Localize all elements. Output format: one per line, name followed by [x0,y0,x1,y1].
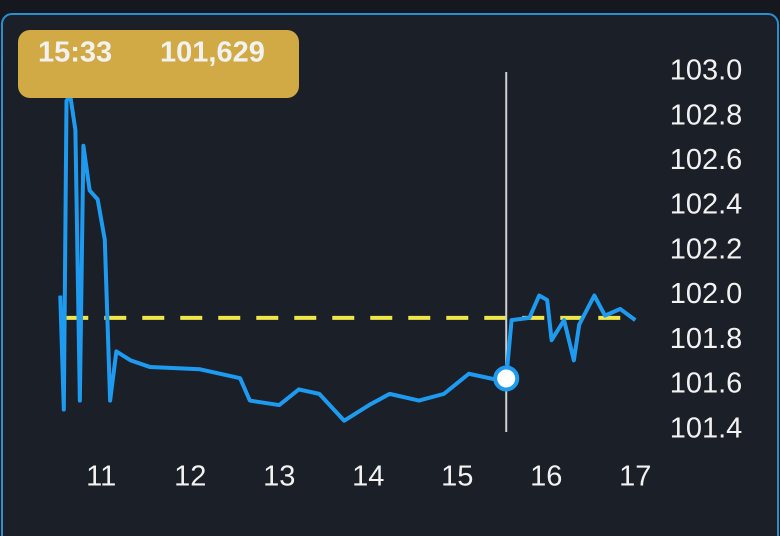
y-tick-label: 103.0 [670,55,743,87]
x-tick-label: 17 [619,461,651,493]
x-tick-label: 12 [174,461,206,493]
x-tick-label: 14 [352,461,384,493]
y-tick-label: 101.4 [670,412,743,444]
y-tick-label: 102.6 [670,144,743,176]
price-line [58,92,637,423]
y-tick-label: 102.2 [670,233,743,265]
y-tick-label: 102.4 [670,189,743,221]
x-tick-label: 11 [86,461,116,493]
tooltip-box [18,30,299,98]
x-tick-label: 13 [263,461,295,493]
tooltip-time: 15:33 [38,37,112,69]
x-tick-label: 16 [530,461,562,493]
panel [1,13,779,536]
hover-marker [493,365,520,392]
y-tick-label: 101.6 [670,368,743,400]
y-tick-label: 102.8 [670,99,743,131]
tooltip-value: 101,629 [160,37,265,69]
y-tick-label: 102.0 [670,278,743,310]
x-tick-label: 15 [441,461,473,493]
y-tick-label: 101.8 [670,323,743,355]
